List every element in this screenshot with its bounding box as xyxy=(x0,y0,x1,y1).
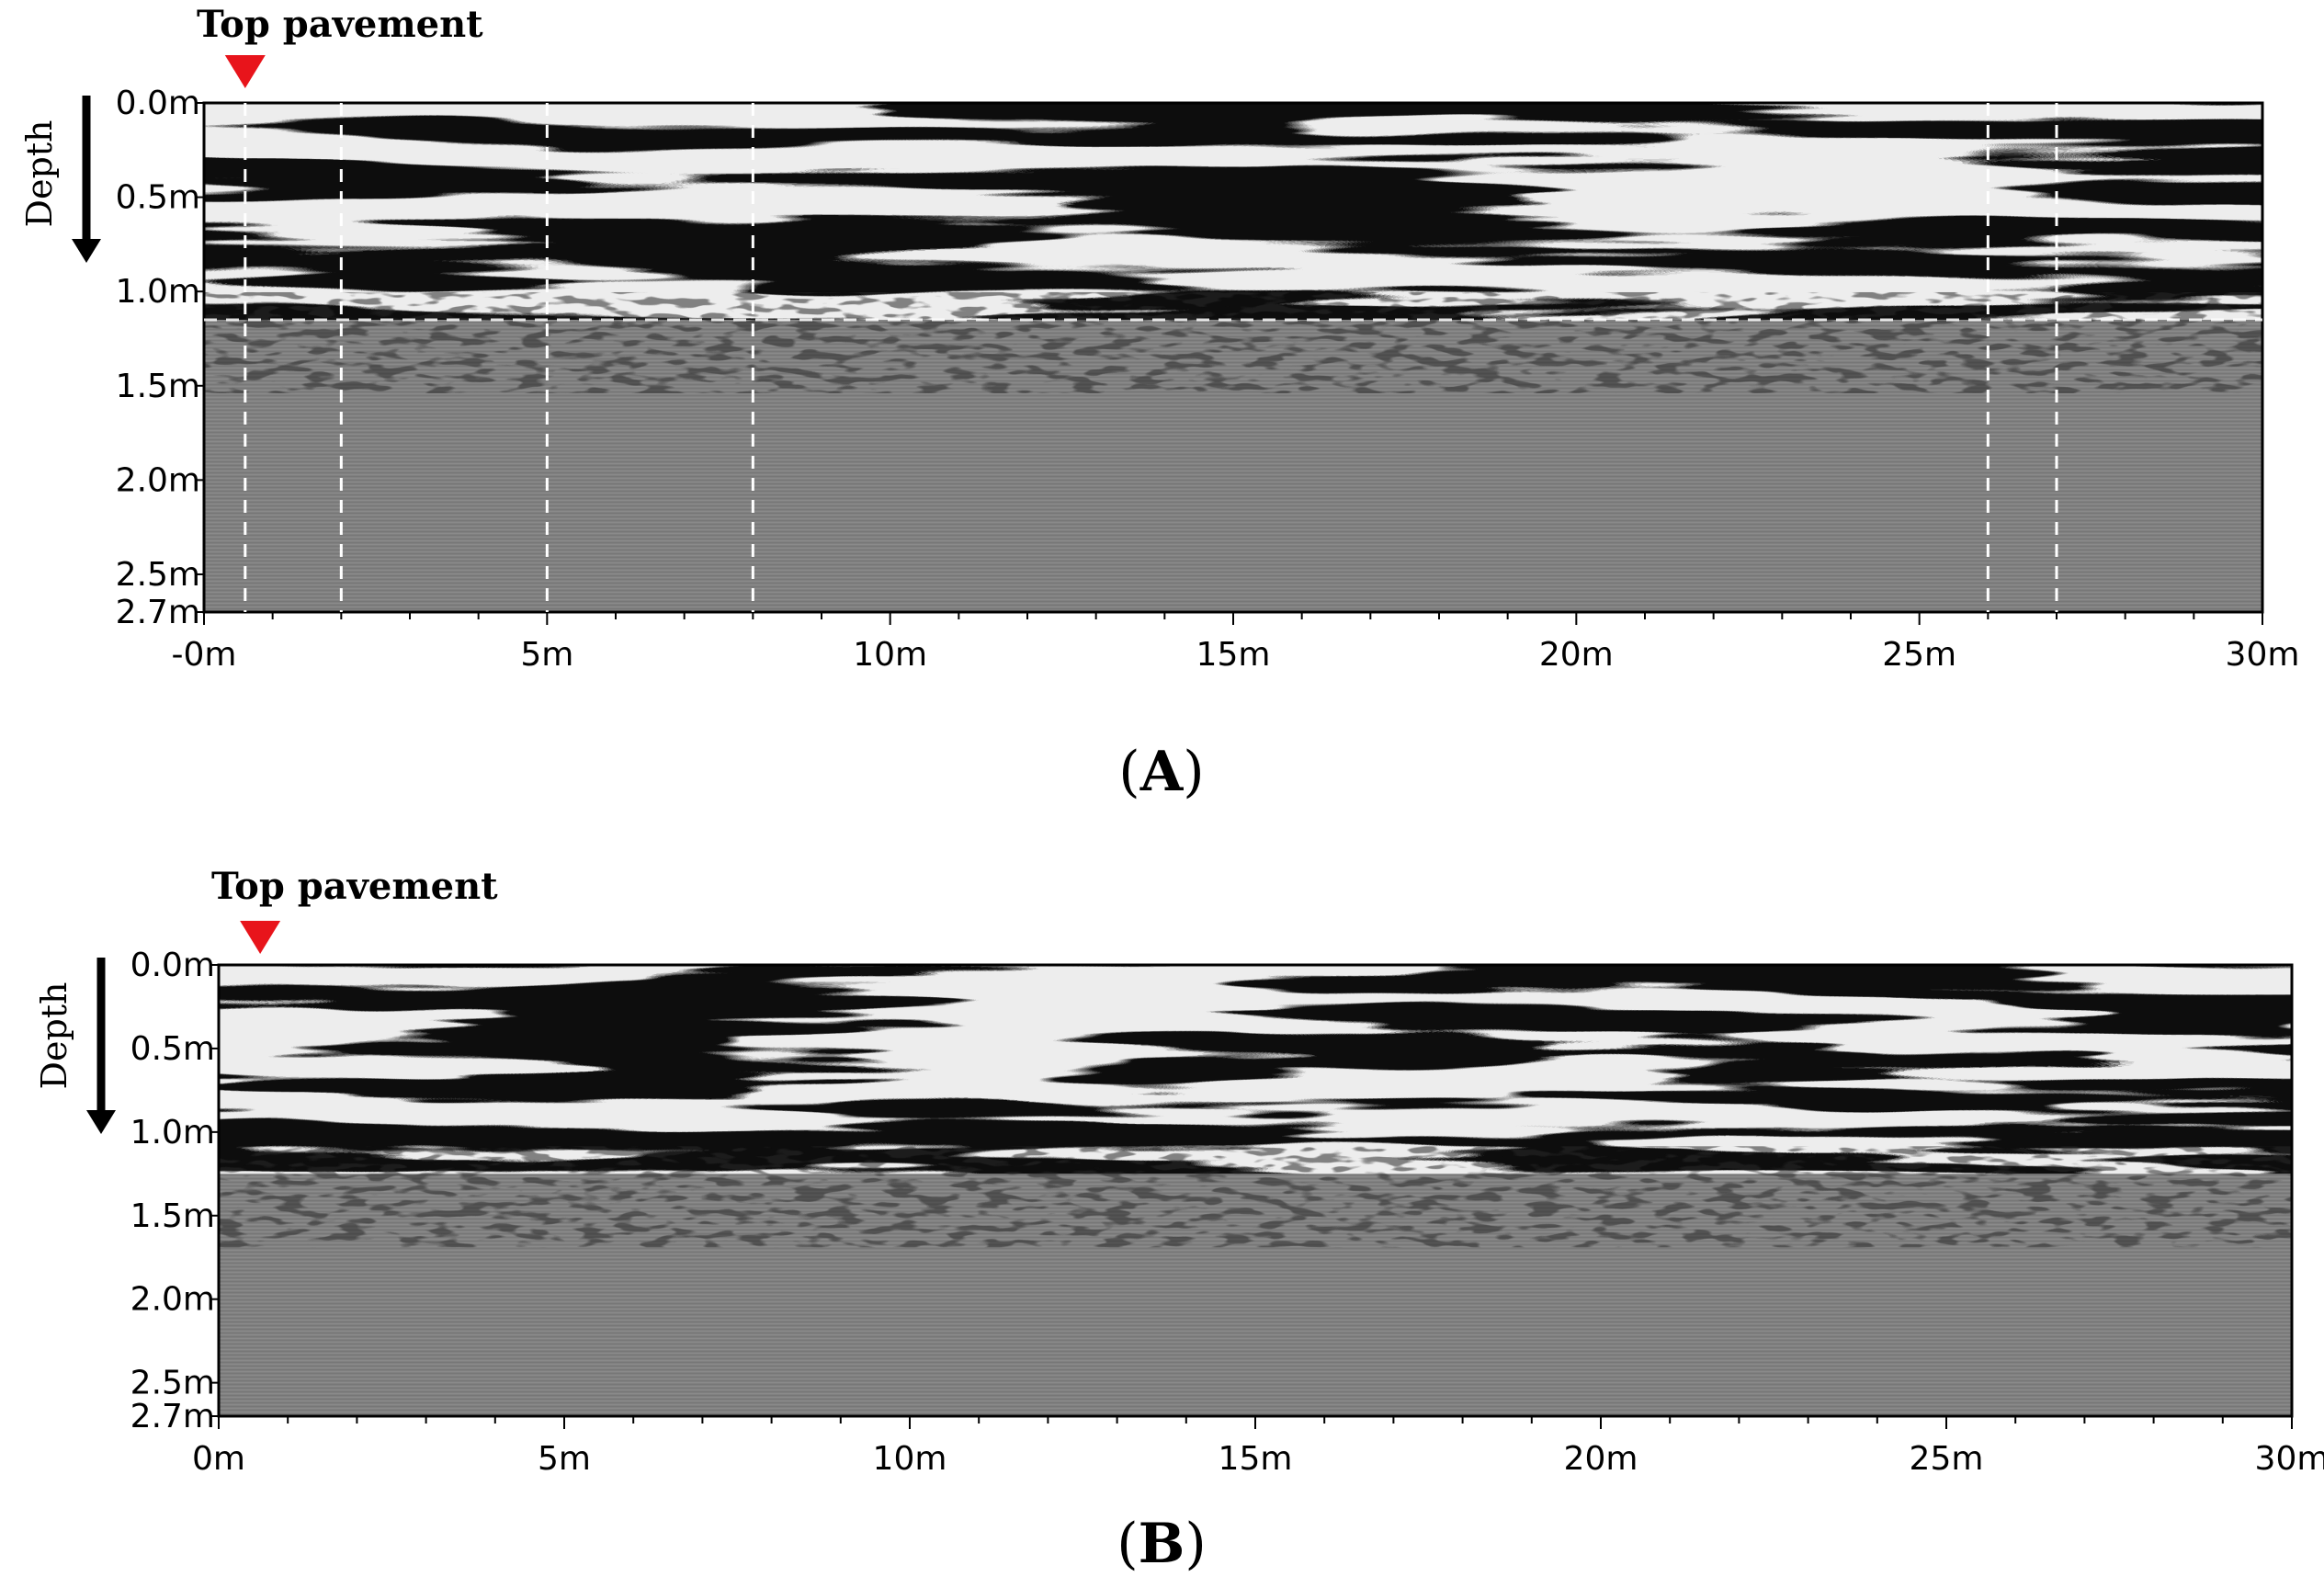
x-tick-label: 15m xyxy=(1196,636,1271,674)
depth-tick-label: 1.0m xyxy=(116,273,200,311)
x-tick-label: 25m xyxy=(1910,1440,1984,1478)
x-tick-label: -0m xyxy=(172,636,237,674)
depth-tick-label: 2.7m xyxy=(116,594,200,631)
panel-label: (A) xyxy=(1118,740,1204,804)
depth-tick-label: 0.0m xyxy=(130,947,215,984)
top-pavement-annotation: Top pavement xyxy=(211,865,498,908)
reflection-zone xyxy=(204,103,2262,393)
depth-tick-label: 1.5m xyxy=(116,368,200,405)
reflection-bands xyxy=(219,965,2292,1174)
x-tick-label: 20m xyxy=(1564,1440,1638,1478)
x-tick-label: 10m xyxy=(873,1440,947,1478)
depth-arrow-icon xyxy=(72,239,101,263)
transition-speckle xyxy=(204,291,2262,393)
x-tick-label: 5m xyxy=(520,636,573,674)
depth-arrow-icon xyxy=(86,1110,116,1134)
radargram-panel-b: 0m 5m 10m 15m 20m 25m 30m 0.0m 0.5m 1.0m 1.5m 2.0m 2… xyxy=(34,865,2324,1576)
top-pavement-marker-icon xyxy=(240,921,281,954)
x-tick-label: 30m xyxy=(2255,1440,2324,1478)
depth-tick-label: 2.7m xyxy=(130,1398,215,1435)
depth-tick-label: 1.5m xyxy=(130,1197,215,1235)
top-pavement-annotation: Top pavement xyxy=(197,3,483,46)
x-tick-label: 10m xyxy=(853,636,927,674)
radargram-panel-a: -0m 5m 10m 15m 20m 25m 30m 0.0m 0.5m 1.0m 1.5m 2.0m… xyxy=(19,3,2299,804)
depth-tick-label: 2.0m xyxy=(116,461,200,499)
reflection-zone xyxy=(219,965,2292,1248)
x-tick-label: 25m xyxy=(1882,636,1956,674)
transition-speckle xyxy=(219,1146,2292,1248)
reflection-bands xyxy=(204,103,2262,320)
x-tick-label: 15m xyxy=(1219,1440,1293,1478)
depth-axis-title: Depth xyxy=(19,119,60,227)
depth-tick-label: 2.0m xyxy=(130,1281,215,1319)
depth-tick-label: 1.0m xyxy=(130,1114,215,1151)
x-tick-label: 5m xyxy=(538,1440,591,1478)
depth-tick-label: 0.5m xyxy=(130,1030,215,1068)
top-pavement-marker-icon xyxy=(224,55,266,88)
x-tick-label: 20m xyxy=(1539,636,1614,674)
depth-axis-title: Depth xyxy=(34,981,74,1089)
depth-tick-label: 2.5m xyxy=(116,556,200,594)
depth-tick-label: 0.0m xyxy=(116,85,200,122)
x-tick-label: 0m xyxy=(192,1440,245,1478)
panel-label: (B) xyxy=(1117,1512,1207,1576)
depth-tick-label: 0.5m xyxy=(116,179,200,217)
x-tick-label: 30m xyxy=(2226,636,2300,674)
depth-tick-label: 2.5m xyxy=(130,1365,215,1402)
